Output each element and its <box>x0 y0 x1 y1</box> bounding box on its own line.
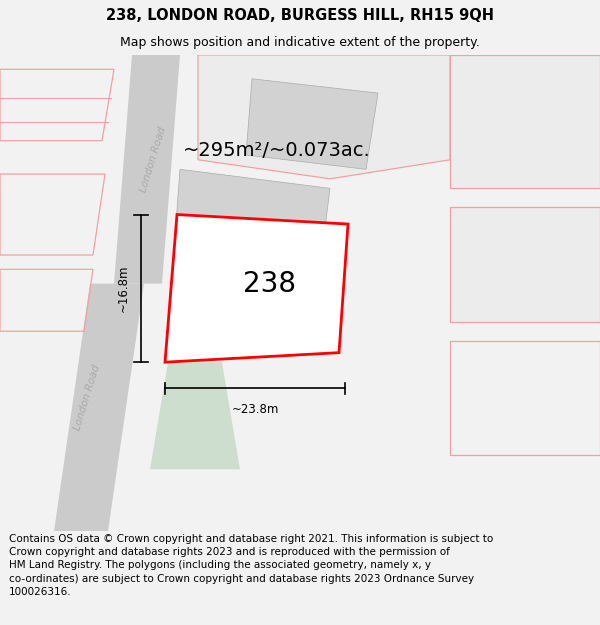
Polygon shape <box>198 55 450 179</box>
Text: ~295m²/~0.073ac.: ~295m²/~0.073ac. <box>183 141 371 160</box>
Polygon shape <box>114 55 180 284</box>
Text: London Road: London Road <box>138 126 168 194</box>
Polygon shape <box>54 284 144 531</box>
Polygon shape <box>450 208 600 322</box>
Text: 238: 238 <box>243 269 296 298</box>
Text: 238, LONDON ROAD, BURGESS HILL, RH15 9QH: 238, LONDON ROAD, BURGESS HILL, RH15 9QH <box>106 8 494 23</box>
Polygon shape <box>150 362 240 469</box>
Text: London Road: London Road <box>72 364 102 432</box>
Polygon shape <box>168 169 330 331</box>
Text: ~16.8m: ~16.8m <box>116 264 130 312</box>
Polygon shape <box>165 214 348 362</box>
Text: Map shows position and indicative extent of the property.: Map shows position and indicative extent… <box>120 36 480 49</box>
Text: ~23.8m: ~23.8m <box>232 403 278 416</box>
Polygon shape <box>246 79 378 169</box>
Polygon shape <box>450 55 600 188</box>
Text: Contains OS data © Crown copyright and database right 2021. This information is : Contains OS data © Crown copyright and d… <box>9 534 493 597</box>
